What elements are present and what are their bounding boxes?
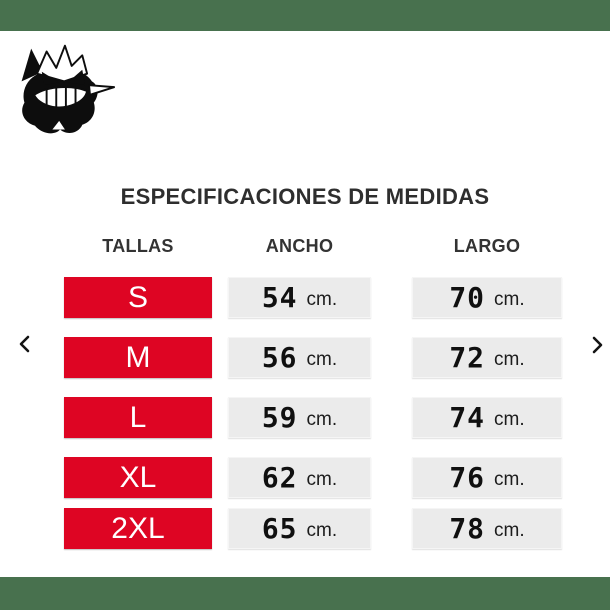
length-cell: 76 cm. [412,457,562,498]
length-cell: 70 cm. [412,277,562,318]
unit-label: cm. [494,469,525,490]
width-value: 59 [261,401,298,434]
width-value: 65 [261,512,298,545]
carousel-next-button[interactable] [586,332,608,358]
width-cell: 65 cm. [228,508,371,549]
header-tallas: TALLAS [102,236,174,256]
header-largo: LARGO [453,236,521,256]
length-value: 76 [449,461,486,494]
unit-label: cm. [494,409,525,430]
unit-label: cm. [306,409,338,430]
size-table: S 54 cm. 70 cm. M 56 cm. 72 cm. [64,277,562,549]
length-value: 74 [449,401,486,434]
size-cell: XL [64,457,212,498]
table-row-2xl: 2XL 65 cm. 78 cm. [64,508,562,549]
size-cell: S [64,277,212,318]
size-cell: M [64,337,212,378]
width-cell: 54 cm. [228,277,371,318]
width-cell: 56 cm. [228,337,371,378]
header-ancho: ANCHO [265,236,334,256]
unit-label: cm. [306,469,338,490]
size-cell: 2XL [64,508,212,549]
unit-label: cm. [494,289,525,310]
table-row-l: L 59 cm. 74 cm. [64,397,562,438]
chevron-left-icon [19,335,30,353]
table-header-row: TALLAS ANCHO LARGO [64,236,562,257]
gengar-ghost-logo [10,42,116,140]
carousel-prev-button[interactable] [13,331,35,357]
width-cell: 59 cm. [228,397,371,438]
unit-label: cm. [494,520,525,541]
width-cell: 62 cm. [228,457,371,498]
table-row-m: M 56 cm. 72 cm. [64,337,562,378]
width-value: 62 [261,461,298,494]
unit-label: cm. [306,289,338,310]
length-value: 70 [449,281,486,314]
table-row-xl: XL 62 cm. 76 cm. [64,457,562,498]
length-value: 72 [449,341,486,374]
table-row-s: S 54 cm. 70 cm. [64,277,562,318]
unit-label: cm. [306,349,338,370]
size-cell: L [64,397,212,438]
page-title: ESPECIFICACIONES DE MEDIDAS [120,184,490,209]
length-cell: 74 cm. [412,397,562,438]
page-background-band-top [0,0,610,31]
unit-label: cm. [306,520,338,541]
width-value: 54 [261,281,298,314]
width-value: 56 [261,341,298,374]
length-value: 78 [449,512,486,545]
chevron-right-icon [592,336,603,354]
length-cell: 78 cm. [412,508,562,549]
length-cell: 72 cm. [412,337,562,378]
unit-label: cm. [494,349,525,370]
page-background-band-bottom [0,577,610,610]
